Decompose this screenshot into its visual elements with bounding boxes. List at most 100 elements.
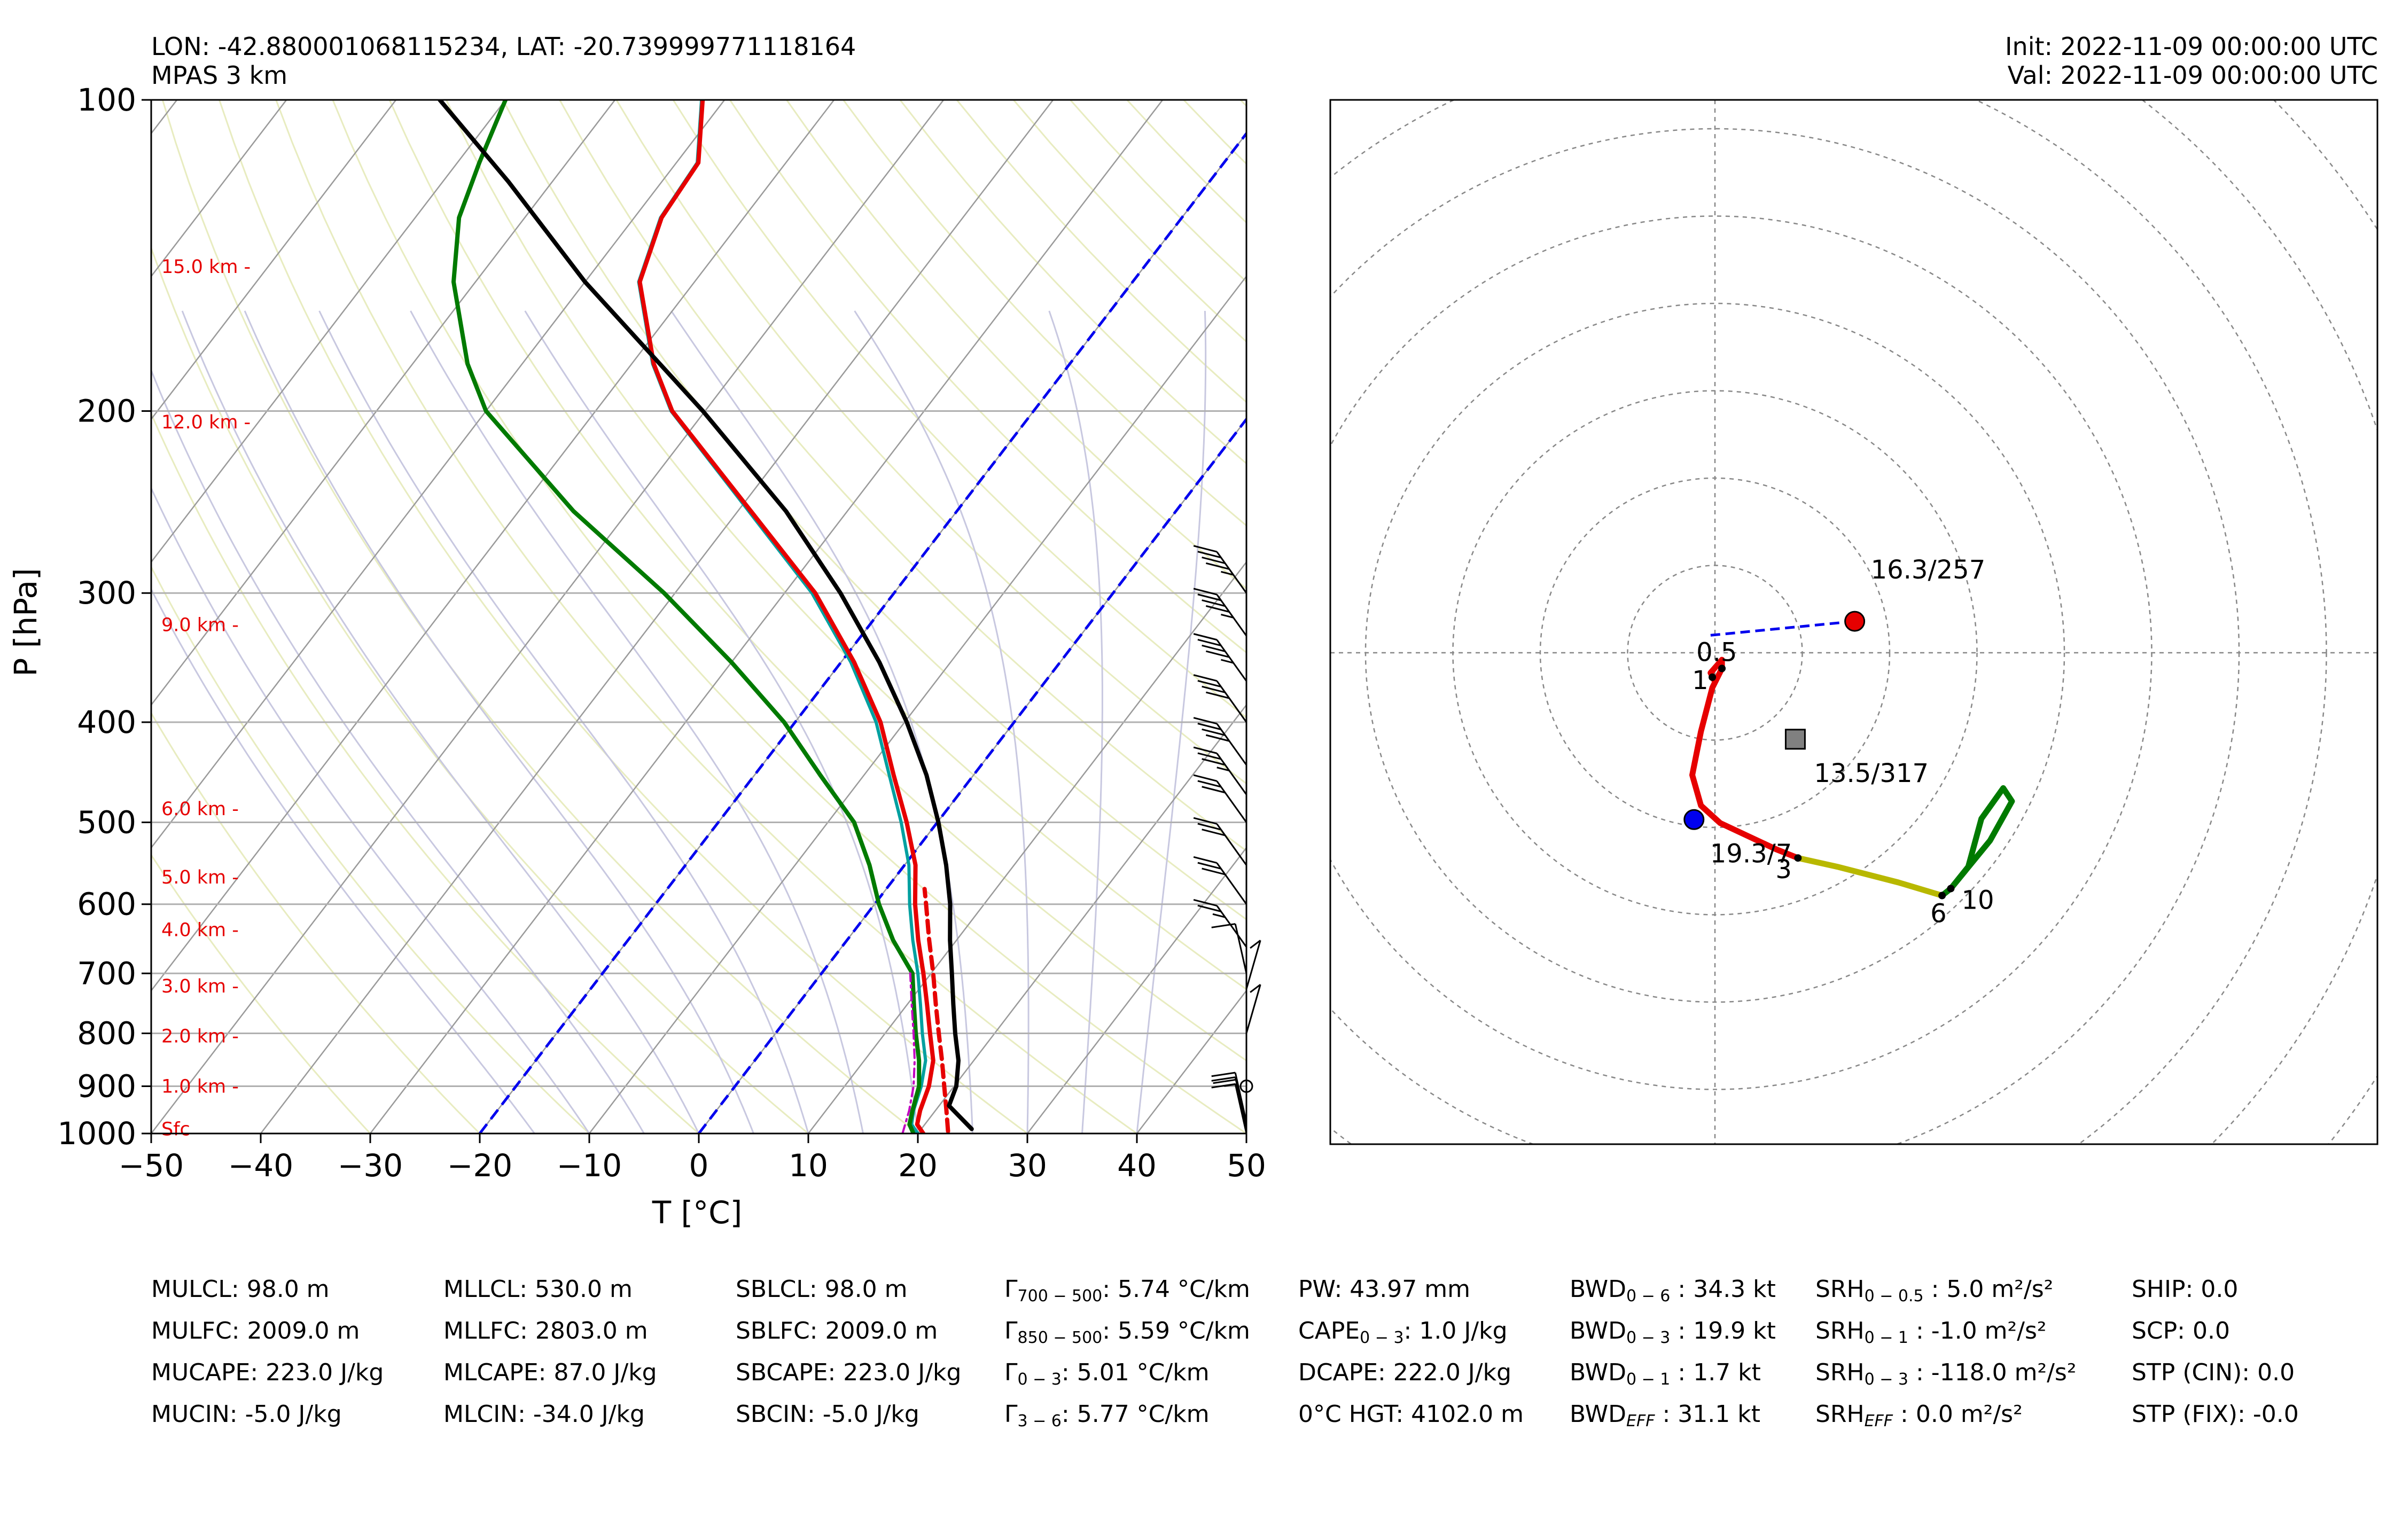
barb-staff bbox=[1216, 723, 1247, 765]
height-marker-label: 6 bbox=[1930, 899, 1947, 929]
skewt-background-lines bbox=[151, 100, 1246, 1133]
index-value: MULFC: 2009.0 m bbox=[151, 1317, 360, 1344]
x-tick-label: −30 bbox=[338, 1147, 403, 1184]
barb-flag bbox=[1205, 691, 1230, 699]
barb-staff bbox=[1234, 1072, 1247, 1123]
index-symbol: BWD bbox=[1570, 1276, 1627, 1303]
isotherm bbox=[1026, 847, 1246, 1133]
indices-col-5: PW: 43.97 mm CAPE0 − 3: 1.0 J/kg DCAPE: … bbox=[1298, 1269, 1524, 1435]
index-symbol: BWD bbox=[1570, 1359, 1627, 1386]
barb-flag bbox=[1221, 570, 1234, 576]
barb-flag bbox=[1197, 551, 1221, 559]
index-value: : -118.0 m²/s² bbox=[1908, 1359, 2077, 1386]
shear-row: BWD0 − 1 : 1.7 kt bbox=[1570, 1352, 1776, 1394]
index-value: : 5.0 m²/s² bbox=[1923, 1276, 2054, 1303]
barb-flag bbox=[1224, 1083, 1237, 1087]
index-value: SBLFC: 2009.0 m bbox=[736, 1317, 938, 1344]
dry-adiabat bbox=[899, 100, 1246, 465]
barb-staff bbox=[1216, 551, 1247, 594]
x-tick-label: 0 bbox=[689, 1147, 709, 1184]
y-tick-label: 200 bbox=[77, 393, 136, 429]
barb-flag bbox=[1221, 613, 1234, 619]
barb-flag bbox=[1193, 898, 1218, 906]
barb-flag bbox=[1202, 599, 1226, 607]
barb-flag bbox=[1202, 828, 1226, 837]
dry-adiabat bbox=[1070, 100, 1246, 283]
index-value: MUCAPE: 223.0 J/kg bbox=[151, 1359, 384, 1386]
index-value: : 5.01 °C/km bbox=[1061, 1359, 1210, 1386]
isotherm bbox=[151, 100, 287, 278]
height-label: 1.0 km - bbox=[161, 1076, 239, 1097]
isotherm bbox=[151, 100, 616, 706]
barb-flag bbox=[1202, 728, 1226, 736]
y-tick-label: 1000 bbox=[57, 1115, 136, 1152]
index-symbol: SRH bbox=[1815, 1317, 1865, 1344]
helicity-row: SRH0 − 1 : -1.0 m²/s² bbox=[1815, 1310, 2077, 1352]
isotherm bbox=[588, 275, 1246, 1133]
hodograph-trace bbox=[1689, 620, 2015, 898]
barb-staff bbox=[1245, 984, 1261, 1034]
isotherm bbox=[807, 561, 1246, 1133]
isotherm bbox=[369, 100, 1164, 1133]
height-label: 9.0 km - bbox=[161, 615, 239, 636]
barb-flag bbox=[1193, 674, 1218, 682]
index-symbol: Γ bbox=[1004, 1401, 1018, 1428]
barb-flag bbox=[1193, 588, 1218, 596]
index-value: MULCL: 98.0 m bbox=[151, 1276, 330, 1303]
y-tick-label: 700 bbox=[77, 955, 136, 991]
y-axis-label: P [hPa] bbox=[7, 568, 44, 676]
helicity-row: SRHEFF : 0.0 m²/s² bbox=[1815, 1394, 2077, 1435]
index-value: SBCAPE: 223.0 J/kg bbox=[736, 1359, 962, 1386]
index-symbol: BWD bbox=[1570, 1317, 1627, 1344]
skewt-panel: 15.0 km -12.0 km -9.0 km -6.0 km -5.0 km… bbox=[7, 82, 1266, 1231]
dewpoint-line bbox=[451, 100, 922, 1133]
skewt-profiles bbox=[438, 100, 974, 1133]
index-value: SCP: 0.0 bbox=[2132, 1317, 2230, 1344]
barb-flag bbox=[1197, 723, 1221, 731]
height-label: 4.0 km - bbox=[161, 919, 239, 941]
dry-adiabat bbox=[151, 411, 700, 1133]
barb-staff bbox=[1216, 780, 1247, 823]
isotherm bbox=[151, 100, 726, 849]
dry-adiabat bbox=[388, 100, 1246, 1062]
height-marker-label: 3 bbox=[1775, 855, 1792, 885]
dry-adiabat bbox=[956, 100, 1246, 403]
index-value: : 1.0 J/kg bbox=[1403, 1317, 1508, 1344]
index-value: : 0.0 m²/s² bbox=[1893, 1401, 2023, 1428]
dry-adiabat bbox=[151, 853, 372, 1133]
dry-adiabat bbox=[1239, 100, 1246, 107]
indices-col-2: MLLCL: 530.0 m MLLFC: 2803.0 m MLCAPE: 8… bbox=[443, 1269, 657, 1435]
skewt-frame bbox=[150, 99, 1247, 1135]
index-value: SBCIN: -5.0 J/kg bbox=[736, 1401, 919, 1428]
height-marker-label: 1 bbox=[1692, 666, 1709, 695]
barb-flag bbox=[1193, 774, 1218, 782]
height-label: 3.0 km - bbox=[161, 976, 239, 997]
indices-col-7: SRH0 − 0.5 : 5.0 m²/s² SRH0 − 1 : -1.0 m… bbox=[1815, 1269, 2077, 1435]
height-marker bbox=[1718, 665, 1726, 673]
index-value: MLLCL: 530.0 m bbox=[443, 1276, 633, 1303]
dry-adiabat bbox=[275, 100, 1138, 1133]
isotherm bbox=[917, 703, 1246, 1133]
barb-flag bbox=[1202, 557, 1226, 565]
isotherm bbox=[151, 100, 945, 1133]
dry-adiabat bbox=[445, 100, 1246, 990]
isotherm bbox=[698, 418, 1246, 1133]
index-symbol: DCAPE: 222.0 J/kg bbox=[1298, 1359, 1512, 1386]
dry-adiabat bbox=[151, 565, 591, 1133]
x-tick-label: 20 bbox=[898, 1147, 938, 1184]
index-value: : 31.1 kt bbox=[1655, 1401, 1760, 1428]
barb-flag bbox=[1193, 633, 1218, 641]
height-label: Sfc bbox=[161, 1119, 190, 1140]
wind-barb bbox=[1193, 545, 1247, 594]
index-value: STP (FIX): -0.0 bbox=[2132, 1401, 2299, 1428]
moist_parcel-line bbox=[901, 972, 916, 1133]
hodograph-segment bbox=[1939, 785, 2015, 898]
height-label: 5.0 km - bbox=[161, 867, 239, 888]
shear-row: BWD0 − 3 : 19.9 kt bbox=[1570, 1310, 1776, 1352]
wind-barb bbox=[1211, 1072, 1247, 1123]
index-subscript: 850 − 500 bbox=[1017, 1328, 1103, 1347]
barb-flag bbox=[1193, 817, 1218, 825]
virtual_temp-line bbox=[637, 100, 927, 1133]
